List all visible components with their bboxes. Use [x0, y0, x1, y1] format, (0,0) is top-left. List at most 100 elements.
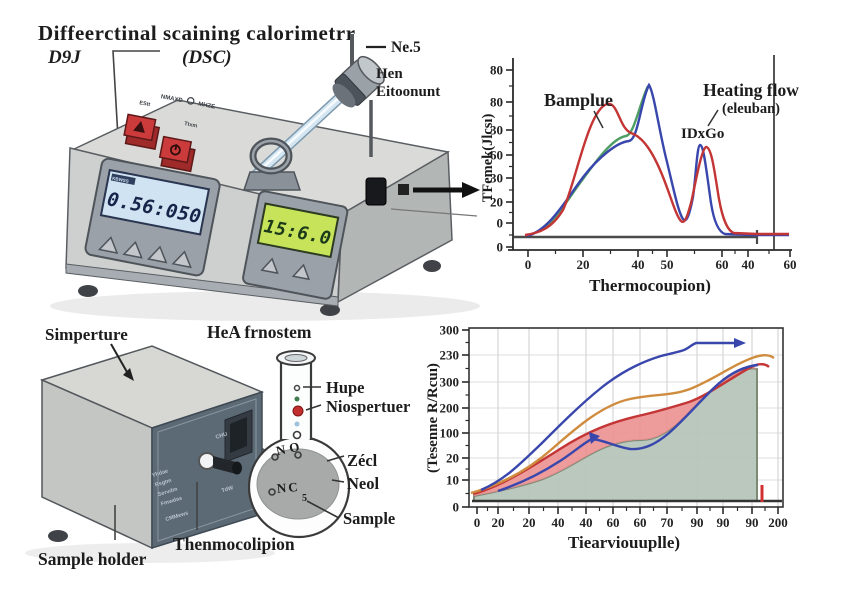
- flask-text-5: 5: [302, 493, 307, 504]
- simperture-arrow-line: [110, 343, 128, 373]
- glass-tube: [249, 84, 354, 182]
- dsc-instrument: Ne.5 Hen Eitoonunt NMAXD MHZE EStt Ttxm: [50, 34, 480, 321]
- triangle-icon: [133, 121, 145, 133]
- flask-mouth-inner: [284, 354, 308, 362]
- panel-markings: NMAXD MHZE EStt Ttxm: [139, 94, 216, 129]
- title-abbrev-right: (DSC): [182, 47, 232, 68]
- tick-label: 40: [580, 515, 593, 530]
- tick-label: 10: [446, 473, 459, 488]
- tick-label: 30: [490, 171, 503, 186]
- signal-connector-small: [398, 184, 409, 195]
- lcd-screen-green: [256, 202, 340, 259]
- holder-face-line: Rsgtm: [154, 478, 172, 489]
- left-display: KBWSS 0.56:050: [84, 157, 221, 277]
- probe-label-ne5: Ne.5: [391, 39, 421, 56]
- mospertuer-leader: [305, 404, 322, 411]
- holder-face-line: Servdm: [157, 486, 178, 498]
- tick-label: 20: [492, 515, 505, 530]
- zecl-leader: [326, 455, 345, 462]
- chart2-orange-curve: [470, 354, 775, 495]
- panel-marking-text: EStt: [139, 100, 151, 108]
- instrument-foot: [78, 285, 98, 297]
- chart2-x-ticks: 0 20 20 40 40 60 60 70 90 90 90 200: [474, 507, 788, 530]
- power-icon: [174, 143, 178, 151]
- tick-label: 90: [746, 515, 759, 530]
- holder-knob-stem: [213, 456, 236, 474]
- probe-label-hen: Hen: [376, 66, 403, 82]
- signal-arrow-head: [462, 182, 480, 198]
- chart1-annotation-heating-flow: Heating flow: [703, 80, 799, 100]
- panel-indicator-circle: [186, 97, 195, 105]
- tick-label: 80: [490, 95, 503, 110]
- chart2-blue-upper-arrow: [734, 338, 746, 348]
- instrument-base-strip: [65, 263, 339, 307]
- blob-mark: [268, 488, 276, 496]
- tick-label: 40: [552, 515, 565, 530]
- sample-holder-illustration: Yhdae Rsgtm Servdm Fmwdas CMMews CHU TdW…: [25, 322, 312, 569]
- chart1-annotation-heating-leader: [707, 109, 719, 127]
- tick-label: 200: [768, 515, 788, 530]
- label-neol: Neol: [347, 474, 379, 493]
- holder-shadow: [25, 543, 275, 563]
- right-display: 15:6.0: [242, 190, 349, 300]
- flask-dot-white: [293, 384, 301, 392]
- chart2-blue-upper-curve: [480, 341, 739, 492]
- chart1-blue-curve: [526, 82, 789, 238]
- chart2-y-axis-label: (Tesenne R/Rcuı): [425, 363, 441, 473]
- chart1-annotation-sample-leader: [593, 110, 604, 129]
- neol-leader: [331, 479, 345, 483]
- label-zecl: Zécl: [347, 451, 378, 470]
- chart1-x-ticks: 0 20 40 50 60 40 60: [525, 250, 797, 272]
- tick-label: 230: [440, 348, 460, 363]
- lcd-screen-blue: [99, 168, 211, 236]
- tick-label: 20: [577, 257, 590, 272]
- lcd-brand-tag: [110, 173, 136, 185]
- holder-port-inner: [230, 417, 247, 453]
- red-button-2: [158, 135, 196, 173]
- left-display-buttons: [97, 236, 192, 269]
- flask-text-no: NO: [275, 438, 305, 458]
- tick-label: 40: [632, 257, 645, 272]
- panel-marking-text: Ttxm: [184, 121, 198, 129]
- title-abbrev-left: D9J: [47, 47, 81, 68]
- chart2-blue-lower-curve: [497, 363, 759, 493]
- tick-label: 90: [691, 515, 704, 530]
- label-simperture: Simperture: [45, 325, 128, 344]
- chart1-heat-flow: 80 80 30 60 30 20 0 0 0 20 40 50 60 40 60 Bamplue Hea…: [480, 55, 799, 295]
- tick-label: 300: [440, 375, 460, 390]
- tick-label: 0: [453, 500, 460, 515]
- chart2-x-axis-label: Tiearviouuplle): [568, 533, 680, 552]
- tick-label: 20: [446, 451, 459, 466]
- tick-label: 300: [440, 323, 460, 338]
- chart2-pink-band: [473, 366, 757, 496]
- tick-label: 60: [490, 148, 503, 163]
- tick-label: 0: [474, 515, 481, 530]
- tick-label: 40: [742, 257, 755, 272]
- tick-label: 90: [717, 515, 730, 530]
- right-display-buttons: [260, 257, 311, 281]
- instrument-foot: [320, 304, 340, 316]
- tick-label: 60: [716, 257, 729, 272]
- tick-label: 20: [490, 195, 503, 210]
- tick-label: 30: [490, 123, 503, 138]
- flask-sample-blob: [256, 448, 340, 520]
- tick-label: 0: [497, 216, 504, 231]
- tick-label: 200: [440, 401, 460, 416]
- probe-label-eitoonunt: Eitoonunt: [376, 84, 440, 100]
- chart1-annotation-heating-flow-sub: (eleuban): [722, 101, 780, 117]
- holder-knob-ring: [198, 452, 216, 470]
- tick-label: 80: [490, 63, 503, 78]
- simperture-arrow-head: [123, 368, 134, 381]
- chart1-red-curve: [524, 102, 789, 237]
- chart1-annotation-sample: Bamplue: [544, 90, 613, 110]
- holder-foot: [48, 530, 68, 542]
- chart1-y-axis-label: TFemek(Jlcsı): [480, 114, 496, 203]
- label-hupe: Hupe: [326, 378, 365, 397]
- signal-wire: [390, 208, 478, 217]
- tick-label: 70: [661, 515, 674, 530]
- chart1-green-curve: [528, 85, 650, 237]
